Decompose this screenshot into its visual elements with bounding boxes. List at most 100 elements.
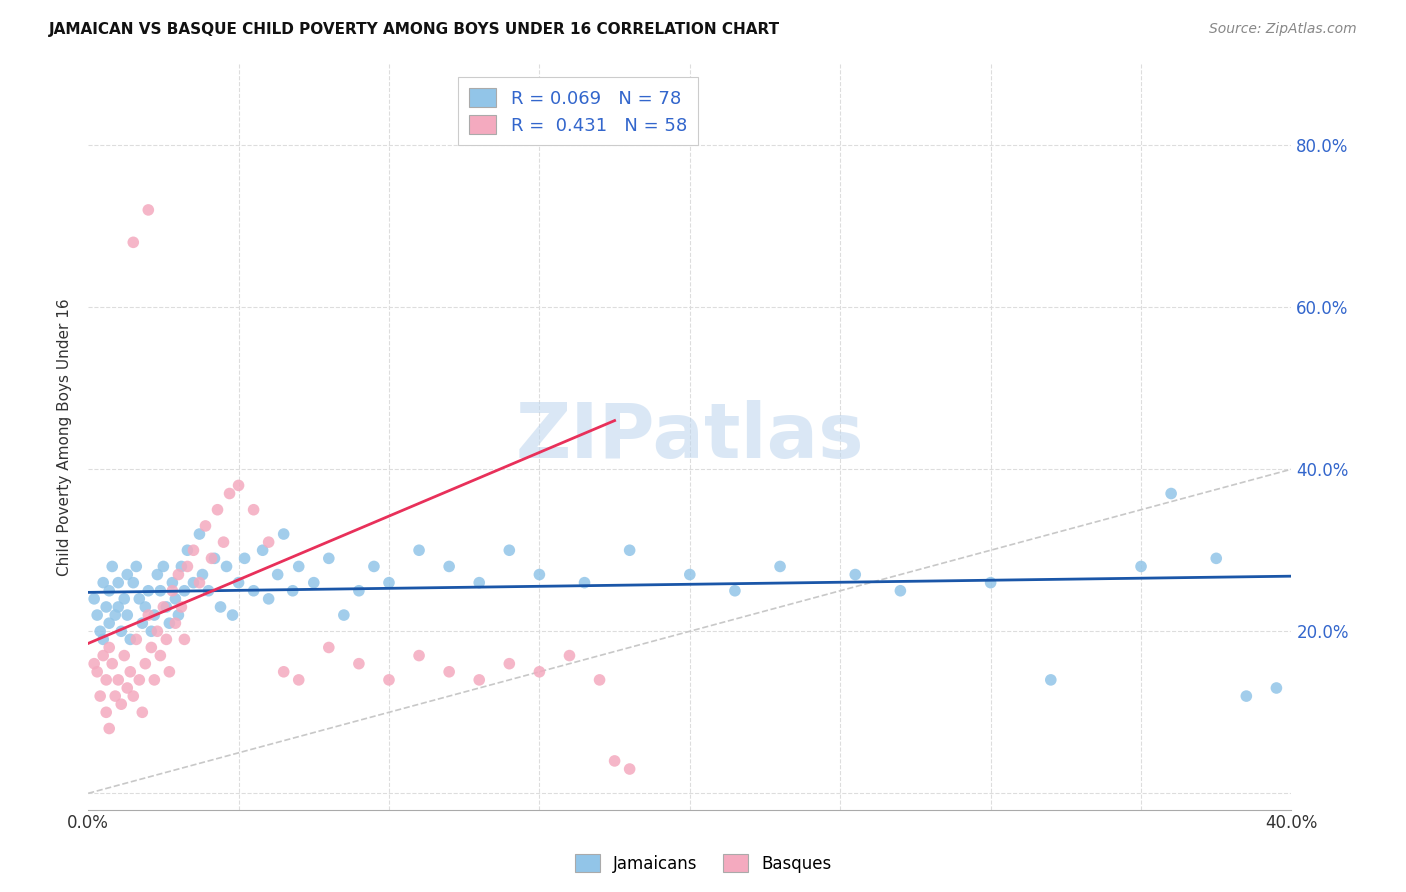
Point — [120, 665, 142, 679]
Point — [125, 559, 148, 574]
Point — [83, 657, 105, 671]
Point — [333, 608, 356, 623]
Point — [143, 608, 166, 623]
Point — [183, 575, 205, 590]
Point — [96, 673, 118, 687]
Point — [215, 559, 238, 574]
Point — [209, 599, 232, 614]
Point — [173, 632, 195, 647]
Point — [1130, 559, 1153, 574]
Point — [83, 591, 105, 606]
Point — [257, 591, 280, 606]
Point — [122, 235, 145, 250]
Point — [91, 575, 114, 590]
Point — [110, 697, 132, 711]
Point — [498, 657, 520, 671]
Point — [136, 583, 159, 598]
Point — [101, 559, 124, 574]
Point — [194, 519, 217, 533]
Point — [218, 486, 240, 500]
Point — [157, 665, 180, 679]
Point — [122, 689, 145, 703]
Point — [89, 624, 111, 639]
Point — [347, 583, 370, 598]
Point — [165, 616, 187, 631]
Point — [152, 599, 174, 614]
Point — [176, 559, 198, 574]
Point — [101, 657, 124, 671]
Point — [844, 567, 866, 582]
Point — [167, 567, 190, 582]
Point — [86, 608, 108, 623]
Point — [188, 575, 211, 590]
Point — [378, 673, 401, 687]
Point — [98, 583, 121, 598]
Point — [619, 762, 641, 776]
Point — [318, 551, 340, 566]
Point — [89, 689, 111, 703]
Point — [408, 648, 430, 663]
Point — [257, 535, 280, 549]
Point — [228, 478, 250, 492]
Point — [131, 706, 153, 720]
Point — [141, 624, 163, 639]
Point — [252, 543, 274, 558]
Point — [273, 665, 295, 679]
Text: JAMAICAN VS BASQUE CHILD POVERTY AMONG BOYS UNDER 16 CORRELATION CHART: JAMAICAN VS BASQUE CHILD POVERTY AMONG B… — [49, 22, 780, 37]
Point — [233, 551, 256, 566]
Point — [170, 559, 193, 574]
Point — [1234, 689, 1257, 703]
Point — [128, 591, 150, 606]
Point — [117, 681, 139, 695]
Point — [110, 624, 132, 639]
Text: Source: ZipAtlas.com: Source: ZipAtlas.com — [1209, 22, 1357, 37]
Point — [155, 632, 177, 647]
Point — [468, 673, 491, 687]
Y-axis label: Child Poverty Among Boys Under 16: Child Poverty Among Boys Under 16 — [58, 298, 72, 575]
Point — [228, 575, 250, 590]
Point — [107, 673, 129, 687]
Point — [165, 591, 187, 606]
Point — [191, 567, 214, 582]
Point — [980, 575, 1002, 590]
Point — [529, 665, 551, 679]
Point — [302, 575, 325, 590]
Point — [167, 608, 190, 623]
Point — [679, 567, 702, 582]
Point — [468, 575, 491, 590]
Point — [91, 632, 114, 647]
Point — [724, 583, 747, 598]
Point — [170, 599, 193, 614]
Point — [588, 673, 610, 687]
Point — [136, 608, 159, 623]
Point — [149, 583, 172, 598]
Point — [363, 559, 385, 574]
Point — [498, 543, 520, 558]
Point — [318, 640, 340, 655]
Point — [117, 567, 139, 582]
Point — [146, 567, 169, 582]
Point — [188, 527, 211, 541]
Point — [98, 640, 121, 655]
Point — [200, 551, 222, 566]
Point — [134, 657, 156, 671]
Point — [141, 640, 163, 655]
Point — [128, 673, 150, 687]
Point — [558, 648, 581, 663]
Point — [96, 706, 118, 720]
Point — [221, 608, 243, 623]
Point — [212, 535, 235, 549]
Point — [266, 567, 288, 582]
Point — [131, 616, 153, 631]
Point — [104, 608, 127, 623]
Point — [437, 665, 460, 679]
Point — [207, 502, 229, 516]
Point — [157, 616, 180, 631]
Point — [287, 673, 309, 687]
Text: ZIPatlas: ZIPatlas — [516, 400, 865, 474]
Point — [155, 599, 177, 614]
Point — [347, 657, 370, 671]
Point — [112, 591, 135, 606]
Point — [574, 575, 596, 590]
Point — [183, 543, 205, 558]
